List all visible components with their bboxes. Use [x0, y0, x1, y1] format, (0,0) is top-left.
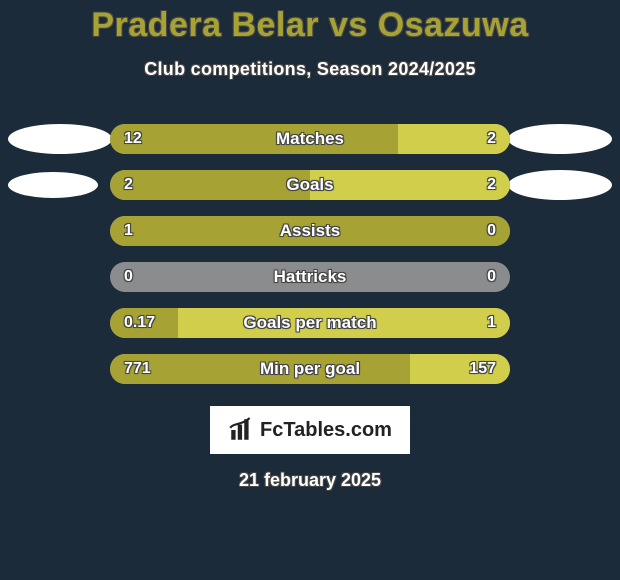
stat-seg-left [110, 308, 178, 338]
stat-bar: Goals22 [110, 170, 510, 200]
player-avatar-right [508, 170, 612, 200]
logo-text: FcTables.com [260, 419, 392, 442]
stat-bar: Goals per match0.171 [110, 308, 510, 338]
stat-seg-left [110, 170, 310, 200]
stat-bar: Min per goal771157 [110, 354, 510, 384]
player-avatar-left [8, 172, 98, 198]
player-avatar-left [8, 124, 112, 154]
stat-bar: Hattricks0 0 [110, 262, 510, 292]
stat-bar: Assists10 [110, 216, 510, 246]
player-avatar-right [508, 124, 612, 154]
stat-row: Goals22 [0, 170, 620, 200]
logo-box: FcTables.com [210, 406, 410, 454]
title-right: Osazuwa [378, 6, 529, 44]
stat-seg-right [410, 354, 510, 384]
stat-row: Min per goal771157 [0, 354, 620, 384]
stat-value-left: 0 [124, 268, 133, 286]
bar-chart-icon [228, 417, 254, 443]
page-title: Pradera Belar vs Osazuwa [0, 0, 620, 45]
stat-row: Assists10 [0, 216, 620, 246]
date-text: 21 february 2025 [0, 470, 620, 491]
stat-value-right: 0 [487, 268, 496, 286]
comparison-infographic: Pradera Belar vs Osazuwa Club competitio… [0, 0, 620, 580]
stat-seg-right [310, 170, 510, 200]
stat-row: Hattricks0 0 [0, 262, 620, 292]
title-left: Pradera Belar [91, 6, 319, 44]
stat-seg-left [110, 354, 410, 384]
stat-rows: Matches122 Goals22 Assists10 Hattricks0 0 Goa… [0, 124, 620, 384]
stat-seg-left [110, 216, 510, 246]
stat-seg-right [398, 124, 510, 154]
stat-seg-left [110, 124, 398, 154]
stat-label: Hattricks [110, 267, 510, 287]
stat-row: Matches122 [0, 124, 620, 154]
stat-seg-right [178, 308, 510, 338]
stat-bar: Matches122 [110, 124, 510, 154]
stat-row: Goals per match0.171 [0, 308, 620, 338]
title-vs: vs [329, 6, 368, 44]
subtitle: Club competitions, Season 2024/2025 [0, 59, 620, 80]
